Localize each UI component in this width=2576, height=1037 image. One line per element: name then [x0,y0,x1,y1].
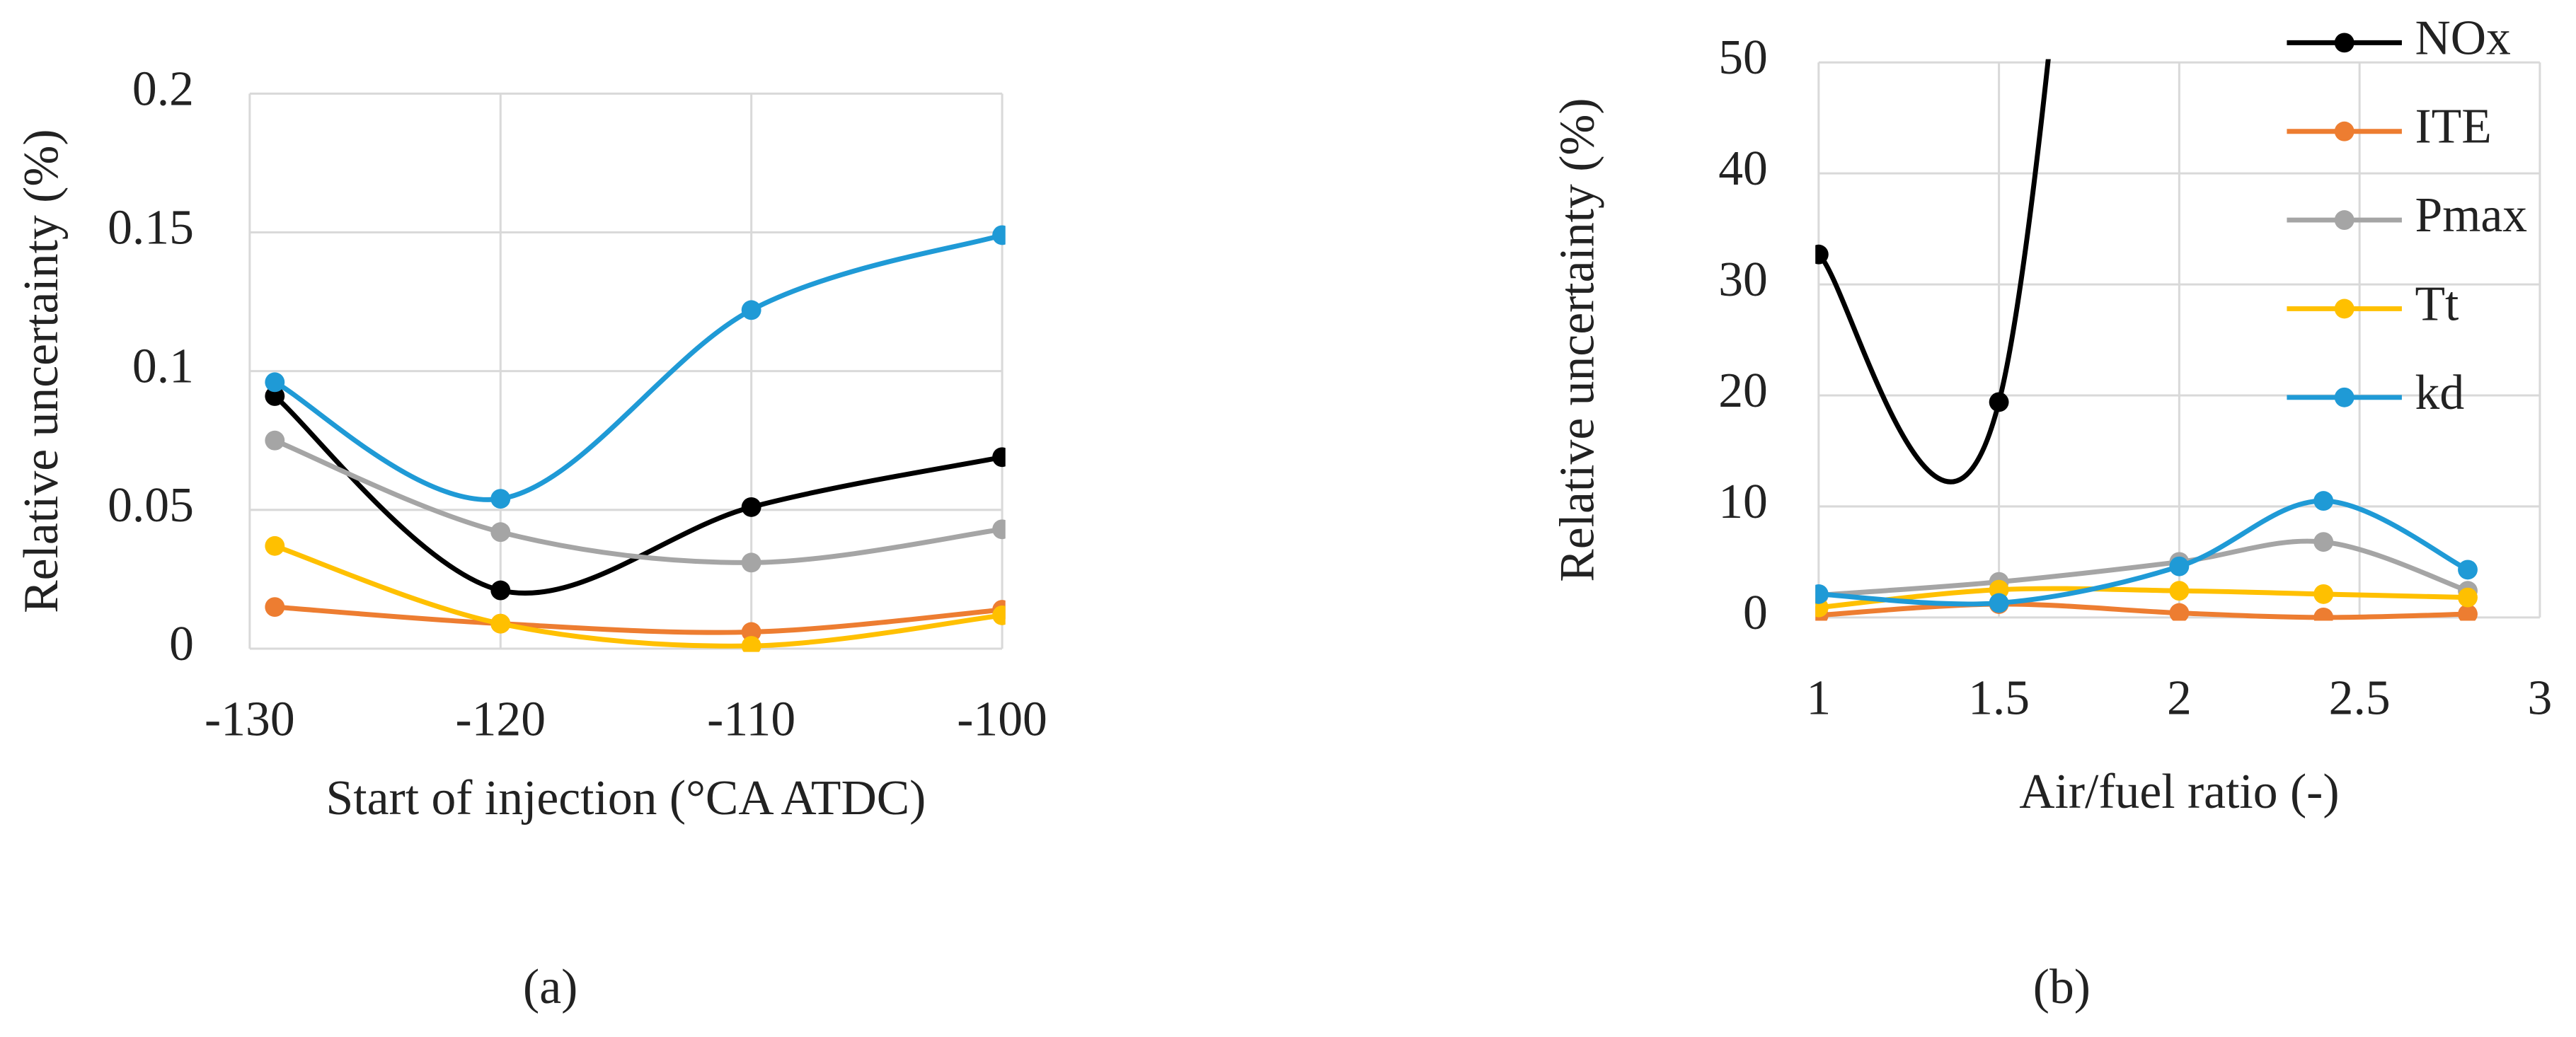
y-tick-label: 0.15 [108,200,194,255]
x-tick-label: 2.5 [2329,671,2391,726]
data-point [490,489,511,509]
data-point [1989,593,2009,613]
y-tick-label: 30 [1718,253,1768,307]
series-line [1818,601,2468,620]
data-point [2169,603,2190,621]
x-tick-label: 2 [2167,671,2192,726]
data-point [992,519,1006,540]
data-point [741,552,761,573]
x-axis-title: Start of injection (°CA ATDC) [326,771,926,825]
data-point [265,386,285,406]
plot-area [265,225,1006,652]
legend-marker [2334,121,2354,141]
legend-marker [2334,299,2354,319]
data-point [265,372,285,393]
x-tick-label: -100 [957,693,1047,747]
legend-label: kd [2415,366,2465,420]
legend-label: Pmax [2415,188,2528,243]
series-line [273,438,1003,565]
data-point [992,447,1006,468]
data-point [2458,587,2478,608]
data-point [2458,604,2478,621]
x-tick-label: 1 [1806,671,1831,726]
data-point [265,430,285,451]
x-tick-label: -130 [205,693,295,747]
series-line [273,394,1003,596]
y-axis-title: Relative uncertainty (%) [14,129,69,613]
series-line [273,233,1004,502]
x-tick-label: 1.5 [1968,671,2030,726]
legend-marker [2334,33,2354,53]
data-point [2313,532,2334,552]
series-line [275,604,1003,635]
y-tick-label: 0 [1743,586,1768,640]
data-point [741,622,761,642]
series-line [274,543,1003,649]
y-tick-label: 0 [169,617,194,671]
x-tick-label: 3 [2528,671,2553,726]
legend-label: Tt [2415,277,2459,331]
caption: (a) [523,960,577,1014]
y-axis-title: Relative uncertainty (%) [1551,98,1605,581]
legend-label: NOx [2415,11,2511,65]
data-point [2313,584,2334,604]
y-tick-label: 10 [1718,475,1768,529]
data-point [1989,392,2009,412]
data-point [1815,244,1829,265]
data-point [265,535,285,556]
data-point [2169,581,2190,601]
data-point [992,225,1006,245]
data-point [1815,584,1829,604]
data-point [741,300,761,320]
series-line [1817,59,2051,485]
data-point [490,613,511,634]
data-point [2313,607,2334,621]
data-point [992,605,1006,625]
y-tick-label: 0.05 [108,478,194,533]
legend-marker [2334,387,2354,407]
y-tick-label: 50 [1718,30,1768,85]
y-tick-label: 40 [1718,141,1768,196]
data-point [2313,491,2334,511]
data-point [490,522,511,543]
data-point [265,597,285,618]
x-axis-title: Air/fuel ratio (-) [2019,765,2339,819]
x-tick-label: -110 [707,693,795,747]
y-tick-label: 0.2 [132,62,194,116]
data-point [2458,560,2478,580]
x-tick-label: -120 [455,693,546,747]
data-point [490,580,511,601]
y-tick-label: 20 [1718,364,1768,418]
y-tick-label: 0.1 [132,340,194,394]
series-line [1818,538,2469,598]
data-point [741,636,761,652]
plot-area [1815,59,2478,621]
data-point [741,497,761,517]
caption: (b) [2033,960,2091,1014]
legend-marker [2334,210,2354,231]
legend-label: ITE [2415,100,2492,154]
data-point [2169,556,2190,577]
